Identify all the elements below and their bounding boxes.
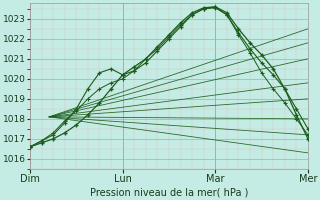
X-axis label: Pression niveau de la mer( hPa ): Pression niveau de la mer( hPa ): [90, 187, 248, 197]
